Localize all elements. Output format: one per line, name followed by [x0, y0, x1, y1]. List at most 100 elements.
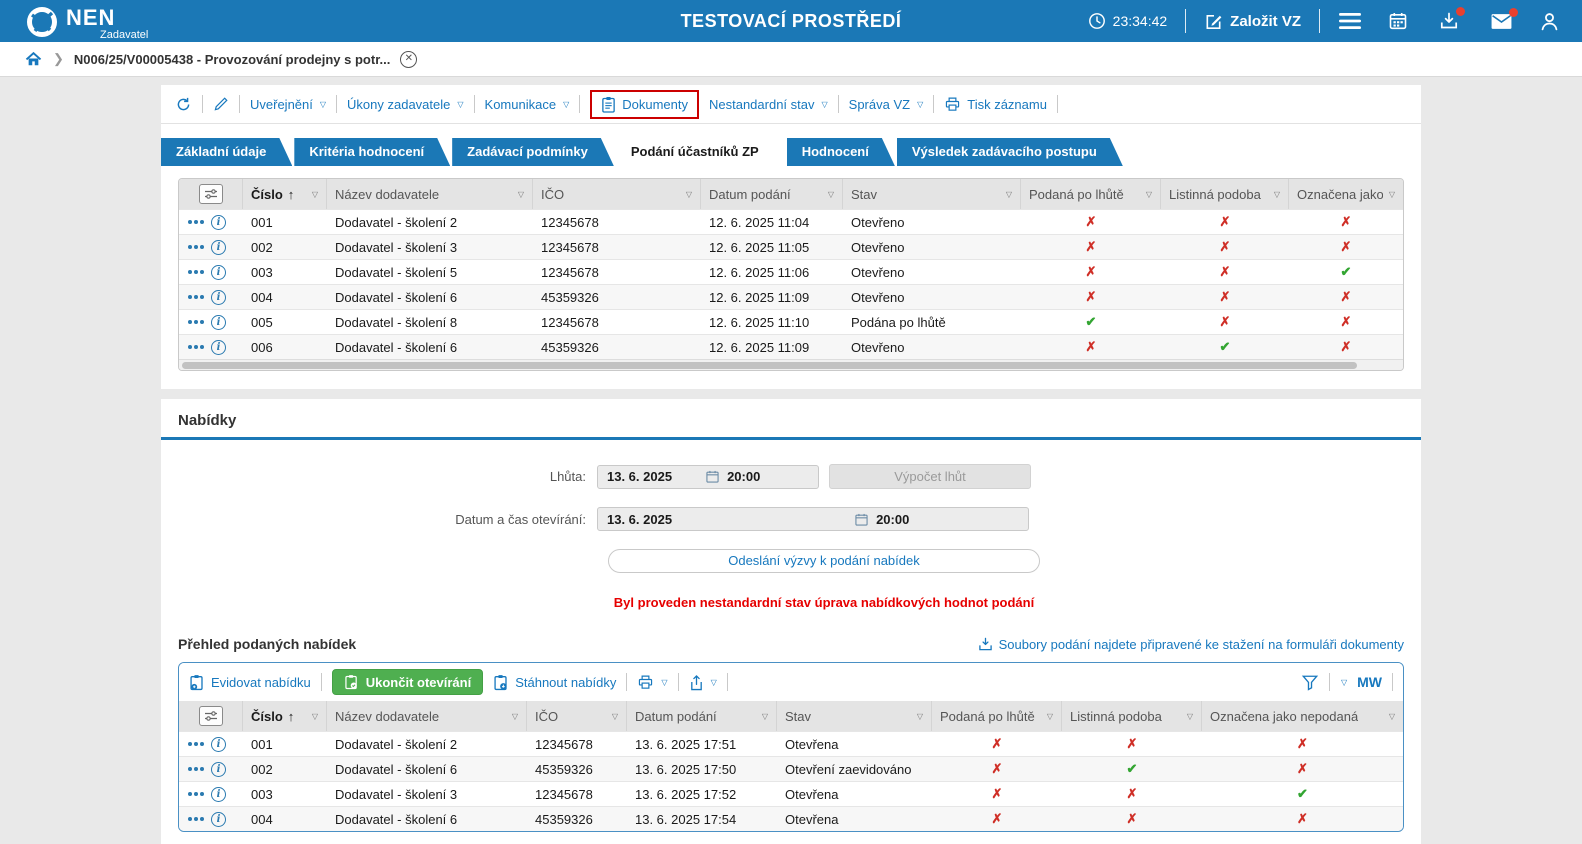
row-info-icon[interactable]: i — [211, 811, 226, 827]
column-filter-icon[interactable]: ▽ — [1046, 711, 1053, 721]
tab-3[interactable]: Zadávací podmínky — [452, 138, 614, 166]
calendar-icon[interactable] — [1388, 11, 1408, 31]
row-info-icon[interactable]: i — [211, 264, 226, 280]
menu-nestandardni-stav[interactable]: Nestandardní stav ▽ — [708, 96, 828, 112]
column-filter-icon[interactable]: ▽ — [511, 711, 518, 721]
row-menu-icon[interactable] — [188, 345, 204, 349]
column-header[interactable]: Název dodavatele ▽ — [327, 179, 533, 209]
column-header[interactable]: IČO ▽ — [533, 179, 701, 209]
menu-ukony-zadavatele[interactable]: Úkony zadavatele ▽ — [347, 96, 464, 112]
menu-icon[interactable] — [1338, 12, 1362, 30]
calendar-icon[interactable] — [855, 513, 868, 526]
otevirani-field[interactable]: 13. 6. 2025 20:00 — [597, 507, 1029, 531]
calendar-icon[interactable] — [706, 470, 719, 483]
column-header[interactable]: Číslo ↑ ▽ — [243, 701, 327, 731]
column-filter-icon[interactable]: ▽ — [611, 711, 618, 721]
tab-4[interactable]: Podání účastníků ZP — [616, 138, 785, 166]
column-header[interactable]: Listinná podoba ▽ — [1161, 179, 1289, 209]
column-filter-icon[interactable]: ▽ — [311, 711, 318, 721]
column-header[interactable]: Listinná podoba ▽ — [1062, 701, 1202, 731]
column-filter-icon[interactable]: ▽ — [685, 189, 692, 199]
table-row[interactable]: i 004 Dodavatel - školení 6 45359326 13. 6. … — [179, 806, 1403, 831]
column-header[interactable]: Označena jako nepodaná▽ — [1297, 186, 1395, 202]
create-vz-button[interactable]: Založit VZ — [1204, 12, 1301, 31]
tab-5[interactable]: Hodnocení — [787, 138, 895, 166]
table-row[interactable]: i 003 Dodavatel - školení 3 12345678 13. 6. … — [179, 781, 1403, 806]
row-info-icon[interactable]: i — [211, 239, 226, 255]
table-row[interactable]: i 004 Dodavatel - školení 6 45359326 12. 6. … — [179, 284, 1403, 309]
row-info-icon[interactable]: i — [211, 736, 226, 752]
nen-logo[interactable]: NEN Zadavatel — [26, 2, 148, 41]
row-menu-icon[interactable] — [188, 742, 204, 746]
tab-6[interactable]: Výsledek zadávacího postupu — [897, 138, 1123, 166]
column-header[interactable]: Číslo ↑ ▽ — [243, 179, 327, 209]
table-row[interactable]: i 002 Dodavatel - školení 3 12345678 12. 6. … — [179, 234, 1403, 259]
vypocet-lhut-button[interactable]: Výpočet lhůt — [829, 464, 1031, 489]
column-filter-icon[interactable]: ▽ — [1388, 711, 1395, 721]
mw-view-selector[interactable]: MW — [1357, 674, 1382, 690]
lhuta-field[interactable]: 13. 6. 2025 20:00 — [597, 464, 819, 489]
column-header[interactable]: Název dodavatele ▽ — [327, 701, 527, 731]
row-menu-icon[interactable] — [188, 245, 204, 249]
tab-1[interactable]: Základní údaje — [161, 138, 292, 166]
row-info-icon[interactable]: i — [211, 214, 226, 230]
print-menu-button[interactable]: ▽ — [637, 674, 668, 690]
table-row[interactable]: i 006 Dodavatel - školení 6 45359326 12. 6. … — [179, 334, 1403, 359]
column-header[interactable]: Stav ▽ — [843, 179, 1021, 209]
column-settings-icon[interactable] — [198, 184, 223, 204]
stahnout-nabidky-button[interactable]: Stáhnout nabídky — [493, 674, 616, 691]
refresh-button[interactable] — [175, 96, 192, 113]
column-filter-icon[interactable]: ▽ — [1388, 189, 1395, 199]
home-icon[interactable] — [24, 50, 43, 68]
row-menu-icon[interactable] — [188, 792, 204, 796]
menu-sprava-vz[interactable]: Správa VZ ▽ — [848, 96, 924, 112]
evidovat-nabidku-button[interactable]: Evidovat nabídku — [189, 674, 311, 691]
soubory-podani-link[interactable]: Soubory podání najdete připravené ke sta… — [978, 637, 1404, 652]
row-info-icon[interactable]: i — [211, 761, 226, 777]
menu-dokumenty-highlighted[interactable]: Dokumenty — [590, 89, 699, 119]
table-row[interactable]: i 002 Dodavatel - školení 6 45359326 13. 6. … — [179, 756, 1403, 781]
column-header[interactable]: IČO ▽ — [527, 701, 627, 731]
table-row[interactable]: i 001 Dodavatel - školení 2 12345678 13. 6. … — [179, 731, 1403, 756]
column-header[interactable]: Podaná po lhůtě ▽ — [932, 701, 1062, 731]
scrollbar-thumb[interactable] — [182, 362, 1358, 369]
edit-record-button[interactable] — [213, 96, 229, 112]
column-header[interactable]: Stav ▽ — [777, 701, 932, 731]
odeslani-vyzvy-button[interactable]: Odeslání výzvy k podání nabídek — [608, 549, 1040, 573]
row-info-icon[interactable]: i — [211, 314, 226, 330]
column-filter-icon[interactable]: ▽ — [1005, 189, 1012, 199]
table-row[interactable]: i 003 Dodavatel - školení 5 12345678 12. 6. … — [179, 259, 1403, 284]
table-row[interactable]: i 001 Dodavatel - školení 2 12345678 12. 6. … — [179, 209, 1403, 234]
column-header[interactable]: Označena jako nepodaná▽ — [1210, 708, 1395, 724]
column-filter-icon[interactable]: ▽ — [311, 189, 318, 199]
row-menu-icon[interactable] — [188, 270, 204, 274]
filter-icon[interactable] — [1301, 674, 1319, 691]
column-filter-icon[interactable]: ▽ — [517, 189, 524, 199]
row-menu-icon[interactable] — [188, 817, 204, 821]
export-menu-button[interactable]: ▽ — [689, 674, 717, 691]
menu-uverejneni[interactable]: Uveřejnění ▽ — [250, 96, 327, 112]
messages-icon[interactable] — [1490, 7, 1518, 31]
menu-komunikace[interactable]: Komunikace ▽ — [484, 96, 570, 112]
column-settings-icon[interactable] — [198, 706, 223, 726]
column-filter-icon[interactable]: ▽ — [761, 711, 768, 721]
row-info-icon[interactable]: i — [211, 786, 226, 802]
row-menu-icon[interactable] — [188, 320, 204, 324]
user-profile-icon[interactable] — [1539, 11, 1560, 32]
column-header[interactable]: Podaná po lhůtě ▽ — [1021, 179, 1161, 209]
column-header[interactable]: Datum podání ▽ — [627, 701, 777, 731]
column-header[interactable]: Datum podání ▽ — [701, 179, 843, 209]
downloads-icon[interactable] — [1438, 7, 1465, 31]
column-filter-icon[interactable]: ▽ — [827, 189, 834, 199]
row-info-icon[interactable]: i — [211, 289, 226, 305]
tab-2[interactable]: Kritéria hodnocení — [294, 138, 450, 166]
ukoncit-otevirani-button[interactable]: Ukončit otevírání — [331, 669, 484, 695]
row-info-icon[interactable]: i — [211, 339, 226, 355]
column-filter-icon[interactable]: ▽ — [1273, 189, 1280, 199]
row-menu-icon[interactable] — [188, 220, 204, 224]
row-menu-icon[interactable] — [188, 767, 204, 771]
horizontal-scrollbar[interactable] — [179, 359, 1403, 370]
row-menu-icon[interactable] — [188, 295, 204, 299]
column-filter-icon[interactable]: ▽ — [1145, 189, 1152, 199]
close-tab-icon[interactable]: ✕ — [400, 50, 418, 68]
